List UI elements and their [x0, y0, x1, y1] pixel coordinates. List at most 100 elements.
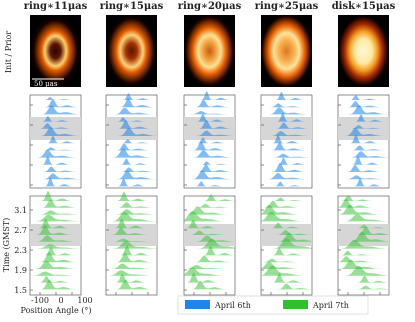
ridge	[106, 209, 157, 215]
y-tick-label: 2.3	[14, 246, 27, 255]
ridge	[338, 195, 389, 201]
column-title: ring∗15μas	[100, 1, 164, 12]
ridge	[106, 227, 157, 235]
ridge	[30, 271, 81, 276]
scale-bar-label: 50 μas	[34, 80, 58, 88]
ridge	[30, 210, 81, 215]
ridge	[261, 258, 312, 263]
ridge	[106, 240, 157, 249]
ridge	[30, 199, 81, 208]
ridge	[30, 149, 81, 158]
ridge	[184, 164, 235, 172]
x-tick-label: 0	[58, 296, 63, 305]
ridge	[30, 218, 81, 229]
ridge	[338, 231, 389, 242]
legend-label: April 7th	[312, 301, 349, 310]
prior-image	[261, 15, 312, 87]
panel-bg	[337, 94, 390, 189]
ridge	[30, 173, 81, 180]
ridge	[338, 285, 389, 290]
ridge	[184, 161, 235, 165]
column-title: ring∗25μas	[255, 1, 319, 12]
ridge	[106, 238, 157, 242]
ridge	[106, 167, 157, 172]
ridge	[106, 263, 157, 269]
ridge	[338, 239, 389, 249]
ridge	[30, 235, 81, 242]
legend-swatch	[283, 300, 308, 309]
ridge	[261, 283, 312, 290]
x-axis-label: Position Angle (°)	[21, 306, 92, 315]
ridge	[261, 153, 312, 158]
x-tick-label: 100	[77, 296, 92, 305]
ridge	[184, 120, 235, 129]
legend-swatch	[185, 300, 210, 309]
prior-image	[338, 15, 389, 87]
ridge	[261, 204, 312, 215]
column-title: disk∗15μas	[332, 1, 396, 12]
legend-label: April 6th	[214, 301, 251, 310]
ridge	[106, 148, 157, 158]
ridge	[184, 255, 235, 263]
ridge	[184, 203, 235, 208]
ridge	[30, 276, 81, 283]
ridge	[338, 145, 389, 151]
panel-bg	[183, 94, 236, 189]
prior-image	[30, 15, 81, 87]
ridge	[184, 265, 235, 269]
ridge	[261, 238, 312, 249]
ridge	[338, 151, 389, 158]
row-label: Init / Prior	[4, 31, 13, 73]
ridge	[184, 219, 235, 229]
ridge	[338, 224, 389, 229]
ridge	[30, 260, 81, 269]
ridge	[184, 130, 235, 136]
panels: ring∗11μas ring∗15μas ring∗20μas ring∗25μas…	[14, 1, 396, 315]
ridge	[184, 194, 235, 201]
ridge	[30, 99, 81, 108]
ridge	[338, 250, 389, 256]
panel-bg	[105, 94, 158, 189]
ridge	[30, 166, 81, 172]
ridge	[338, 227, 389, 235]
ridge	[261, 265, 312, 276]
ridge	[184, 230, 235, 235]
ridge	[338, 114, 389, 122]
ridge	[184, 267, 235, 276]
ridge	[30, 214, 81, 222]
ridge	[106, 98, 157, 108]
ridge	[106, 170, 157, 180]
ridge	[338, 105, 389, 115]
y-axis-label: Time (GMST)	[2, 218, 11, 272]
ridge	[184, 281, 235, 290]
y-tick-label: 2.7	[14, 226, 27, 235]
ridge	[30, 105, 81, 115]
x-tick-label: -100	[31, 296, 49, 305]
ridge	[106, 212, 157, 222]
ridge	[30, 127, 81, 136]
ridge	[261, 200, 312, 208]
ridge	[261, 232, 312, 242]
ridge	[261, 230, 312, 235]
ridge	[261, 131, 312, 136]
column-title: ring∗11μas	[24, 1, 88, 12]
ridge	[30, 225, 81, 235]
ridge	[184, 111, 235, 115]
ridge	[184, 91, 235, 100]
legend-frame	[177, 295, 369, 315]
ridge	[184, 272, 235, 283]
ridge	[338, 204, 389, 215]
column-title: ring∗20μas	[178, 1, 242, 12]
y-tick-label: 3.1	[14, 206, 27, 215]
ridge	[338, 259, 389, 269]
ridge	[106, 93, 157, 100]
ridge	[261, 157, 312, 165]
prior-image	[106, 15, 157, 87]
y-tick-label: 1.5	[14, 286, 27, 295]
ridge	[184, 238, 235, 249]
ridge	[261, 172, 312, 180]
ridge	[338, 214, 389, 222]
ridge	[106, 270, 157, 276]
ridge	[106, 218, 157, 229]
